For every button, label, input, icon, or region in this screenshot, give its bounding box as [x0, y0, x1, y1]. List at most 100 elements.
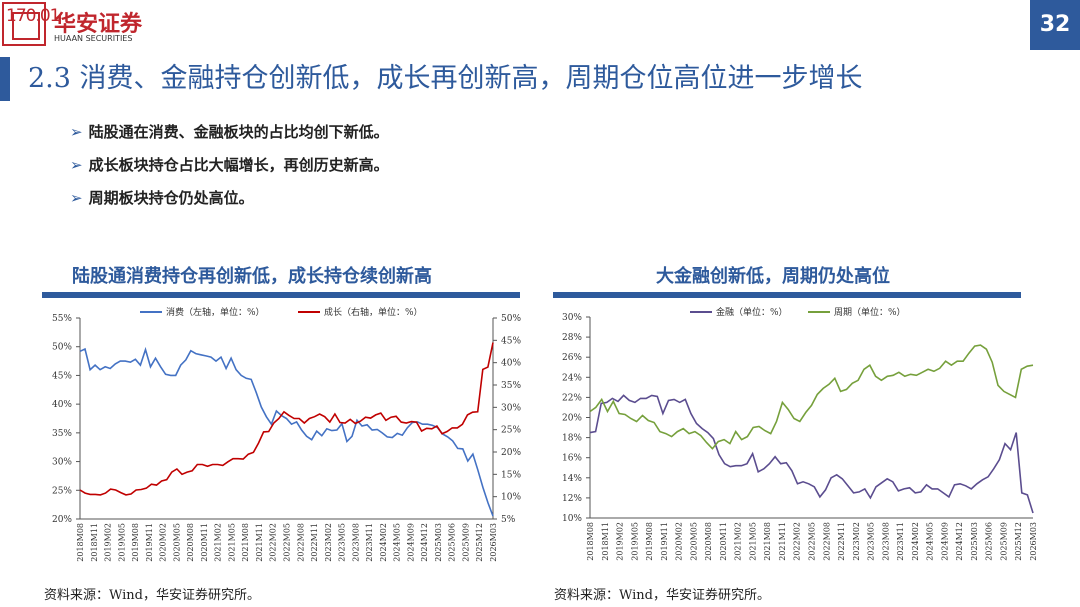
x-tick-label: 2023M02 — [324, 523, 333, 562]
x-tick-label: 2019M11 — [660, 522, 669, 561]
x-tick-label: 2024M02 — [379, 523, 388, 562]
x-tick-label: 2021M05 — [227, 523, 236, 562]
x-tick-label: 2025M06 — [985, 522, 994, 561]
bullet-item: ➢ 周期板块持仓仍处高位。 — [70, 184, 389, 217]
x-tick-label: 2022M08 — [296, 523, 305, 562]
arrow-bullet-icon: ➢ — [70, 189, 83, 207]
y-right-tick-label: 30% — [501, 403, 521, 413]
y-tick-label: 20% — [562, 414, 582, 424]
y-right-tick-label: 45% — [501, 336, 521, 346]
chart-left-title: 陆股通消费持仓再创新低，成长持仓续创新高 — [72, 266, 432, 287]
x-tick-label: 2025M03 — [970, 522, 979, 561]
arrow-bullet-icon: ➢ — [70, 123, 83, 141]
y-tick-label: 28% — [562, 333, 582, 343]
x-tick-label: 2022M11 — [837, 522, 846, 561]
bullet-item: ➢ 陆股通在消费、金融板块的占比均创下新低。 — [70, 118, 389, 151]
x-tick-label: 2023M02 — [852, 522, 861, 561]
y-right-tick-label: 25% — [501, 426, 521, 436]
x-tick-label: 2024M05 — [926, 522, 935, 561]
y-tick-label: 26% — [562, 353, 582, 363]
y-left-tick-label: 35% — [52, 429, 72, 439]
x-tick-label: 2023M11 — [365, 523, 374, 562]
x-tick-label: 2021M11 — [255, 523, 264, 562]
x-tick-label: 2024M05 — [393, 523, 402, 562]
page-number: 32 — [1030, 0, 1080, 50]
y-left-tick-label: 45% — [52, 371, 72, 381]
x-tick-label: 2023M08 — [881, 522, 890, 561]
arrow-bullet-icon: ➢ — [70, 156, 83, 174]
y-left-tick-label: 25% — [52, 486, 72, 496]
y-right-tick-label: 35% — [501, 381, 521, 391]
y-tick-label: 10% — [562, 514, 582, 524]
bullet-item: ➢ 成长板块持仓占比大幅增长，再创历史新高。 — [70, 151, 389, 184]
x-tick-label: 2020M05 — [172, 523, 181, 562]
x-tick-label: 2025M06 — [448, 523, 457, 562]
y-tick-label: 22% — [562, 393, 582, 403]
x-tick-label: 2025M09 — [461, 523, 470, 562]
x-tick-label: 2023M11 — [896, 522, 905, 561]
y-left-tick-label: 50% — [52, 343, 72, 353]
legend-label: 成长（右轴，单位：%） — [324, 306, 423, 318]
x-tick-label: 2019M05 — [630, 522, 639, 561]
y-tick-label: 16% — [562, 454, 582, 464]
x-tick-label: 2019M11 — [145, 523, 154, 562]
series-line-cycle — [589, 344, 1034, 450]
y-left-tick-label: 40% — [52, 400, 72, 410]
company-logo: 170.01 华安证券 HUAAN SECURITIES — [2, 2, 162, 48]
series-line-growth — [79, 342, 494, 496]
chart-left-source: 资料来源：Wind，华安证券研究所。 — [44, 588, 260, 603]
x-tick-label: 2020M08 — [186, 523, 195, 562]
x-tick-label: 2021M08 — [763, 522, 772, 561]
bullet-list: ➢ 陆股通在消费、金融板块的占比均创下新低。 ➢ 成长板块持仓占比大幅增长，再创历史… — [70, 118, 389, 217]
x-tick-label: 2019M05 — [117, 523, 126, 562]
series-line-finance — [589, 394, 1034, 514]
x-tick-label: 2026M03 — [489, 523, 498, 562]
x-tick-label: 2021M02 — [214, 523, 223, 562]
chart-right-source: 资料来源：Wind，华安证券研究所。 — [554, 588, 770, 603]
bullet-text: 陆股通在消费、金融板块的占比均创下新低。 — [88, 123, 389, 141]
chart-right-title: 大金融创新低，周期仍处高位 — [656, 266, 890, 287]
y-right-tick-label: 20% — [501, 448, 521, 458]
x-tick-label: 2019M08 — [131, 523, 140, 562]
x-tick-label: 2023M05 — [338, 523, 347, 562]
legend-label: 周期（单位：%） — [834, 306, 906, 318]
x-tick-label: 2024M09 — [406, 523, 415, 562]
x-tick-label: 2023M05 — [867, 522, 876, 561]
x-tick-label: 2024M09 — [940, 522, 949, 561]
y-left-tick-label: 30% — [52, 458, 72, 468]
x-tick-label: 2025M09 — [999, 522, 1008, 561]
x-tick-label: 2022M05 — [283, 523, 292, 562]
x-tick-label: 2022M05 — [808, 522, 817, 561]
legend-label: 金融（单位：%） — [716, 306, 788, 318]
y-tick-label: 12% — [562, 494, 582, 504]
x-tick-label: 2022M02 — [269, 523, 278, 562]
title-accent-bar — [0, 57, 10, 101]
y-right-tick-label: 50% — [501, 314, 521, 324]
x-tick-label: 2020M08 — [704, 522, 713, 561]
x-tick-label: 2021M08 — [241, 523, 250, 562]
x-tick-label: 2020M02 — [675, 522, 684, 561]
x-tick-label: 2018M08 — [586, 522, 595, 561]
page-title: 2.3 消费、金融持仓创新低，成长再创新高，周期仓位高位进一步增长 — [28, 63, 863, 94]
x-tick-label: 2020M11 — [719, 522, 728, 561]
chart-right: 10% 12% 14% 16% 18% 20% 22% 24% 26% 28% 30% 2018M08… — [562, 306, 1038, 561]
chart-left: 20% 25% 30% 35% 40% 45% 50% 55% 5% 10% 15% 20% 25% 30… — [52, 306, 521, 562]
x-tick-label: 2025M12 — [475, 523, 484, 562]
legend-label: 消费（左轴，单位：%） — [166, 306, 265, 318]
y-tick-label: 18% — [562, 434, 582, 444]
bullet-text: 周期板块持仓仍处高位。 — [88, 189, 254, 207]
logo-emblem-icon — [2, 2, 46, 46]
x-tick-label: 2021M02 — [734, 522, 743, 561]
x-tick-label: 2022M11 — [310, 523, 319, 562]
logo-chinese-name: 华安证券 — [54, 11, 143, 37]
x-tick-label: 2026M03 — [1029, 522, 1038, 561]
y-tick-label: 30% — [562, 313, 582, 323]
y-tick-label: 24% — [562, 373, 582, 383]
x-tick-label: 2019M08 — [645, 522, 654, 561]
y-right-tick-label: 5% — [501, 515, 516, 525]
x-tick-label: 2018M08 — [76, 523, 85, 562]
y-left-tick-label: 55% — [52, 314, 72, 324]
x-tick-label: 2019M02 — [104, 523, 113, 562]
x-tick-label: 2023M08 — [351, 523, 360, 562]
x-tick-label: 2021M11 — [778, 522, 787, 561]
